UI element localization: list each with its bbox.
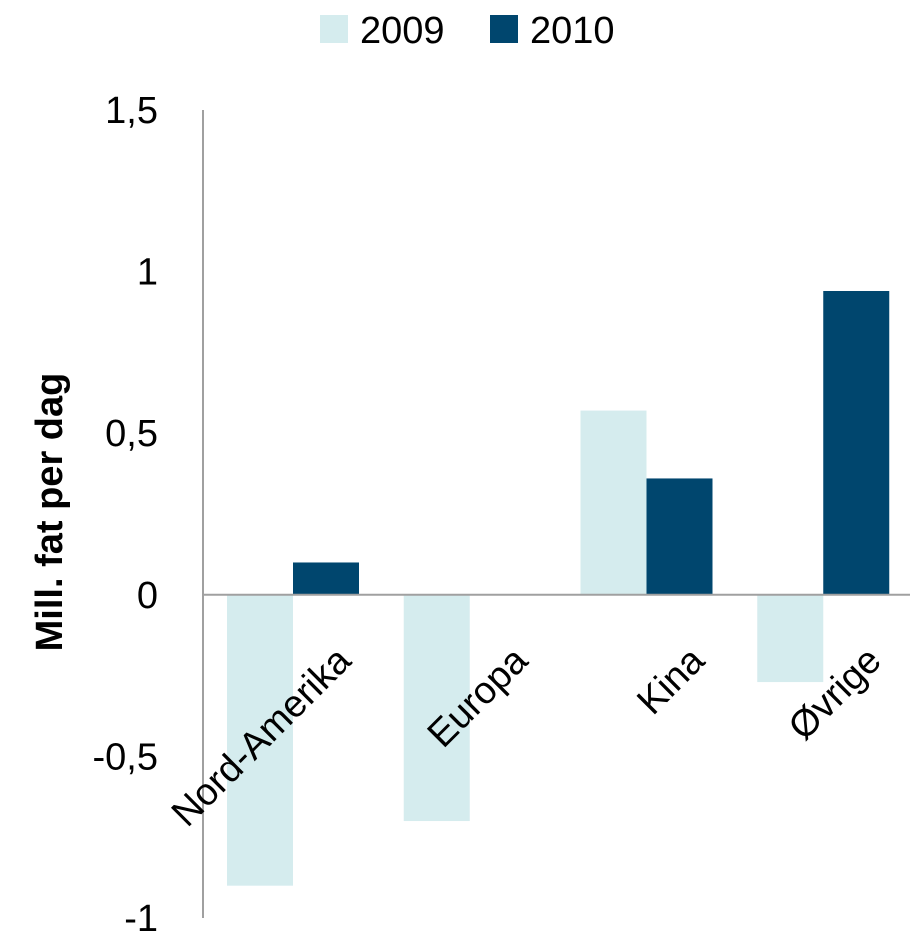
y-axis-ticks: 1,5 1 0,5 0 -0,5 -1 [93,90,158,934]
bar-2010-Kina [646,478,713,595]
legend-label: 2009 [360,10,445,52]
y-axis-label: Mill. fat per dag [29,373,71,652]
legend-swatch-2009 [320,15,348,43]
bar-2009-Europa [403,594,470,822]
legend-label: 2010 [530,10,615,52]
bar-2009-Øvrige [757,594,824,683]
y-tick-label: -0,5 [93,736,158,778]
bar-2009-Nord-Amerika [227,594,293,886]
y-tick-label: 0 [137,575,158,617]
y-tick-label: 1 [137,252,158,294]
bar-2009-Kina [580,410,647,595]
bars [227,290,890,886]
y-tick-label: 0,5 [105,413,158,455]
legend-swatch-2010 [490,15,518,43]
y-tick-label: -1 [124,898,158,934]
bar-2010-Nord-Amerika [293,562,359,595]
legend: 2009 2010 [320,10,615,52]
category-label: Kina [629,639,713,723]
y-tick-label: 1,5 [105,90,158,132]
bar-2010-Øvrige [823,290,890,595]
